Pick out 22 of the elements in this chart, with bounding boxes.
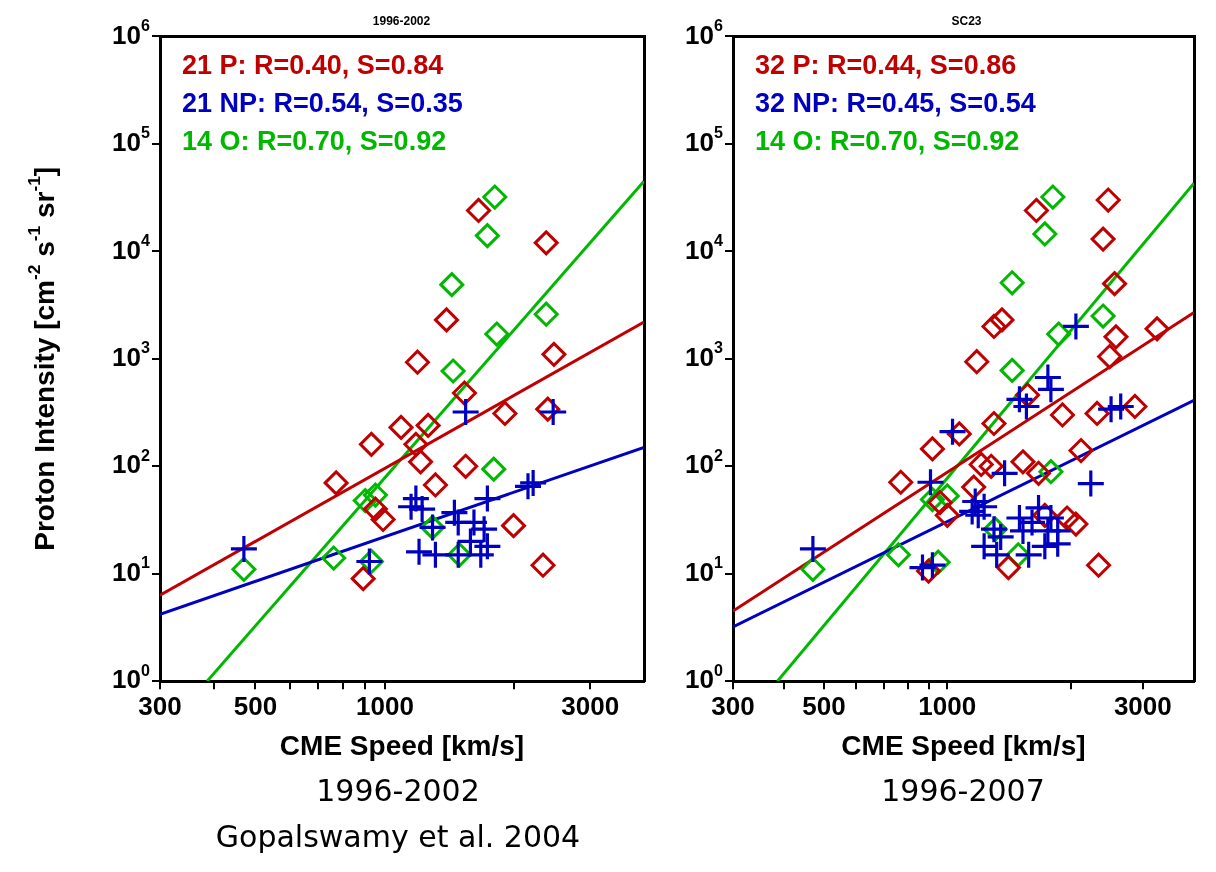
x-tick-label: 500 (802, 690, 846, 721)
x-tick-label: 1000 (356, 690, 414, 721)
x-tick-label: 300 (711, 690, 755, 721)
text: 32 NP: R=0.45, S=0.54 (755, 87, 1036, 118)
x-tick-label: 3000 (1113, 690, 1172, 721)
x-axis-title: CME Speed [km/s] (279, 729, 525, 761)
text: 1996-2007 (880, 772, 1046, 810)
text: 32 P: R=0.44, S=0.86 (755, 49, 1017, 80)
x-axis-title: CME Speed [km/s] (841, 729, 1086, 761)
x-tick-label: 1000 (918, 690, 977, 721)
text: 21 NP: R=0.54, S=0.35 (182, 87, 463, 118)
x-tick-label: 3000 (561, 690, 620, 721)
text: 1996-2002 (315, 772, 481, 810)
text: 21 P: R=0.40, S=0.84 (182, 49, 444, 80)
y-axis-title: Proton Intensity [cm-2 s-1 sr-1] (24, 166, 60, 551)
x-tick-label: 500 (233, 690, 278, 721)
text: Gopalswamy et al. 2004 (214, 818, 582, 856)
text: 14 O: R=0.70, S=0.92 (182, 125, 447, 156)
series-label: 14 O: R=0.70, S=0.92 (755, 125, 1020, 156)
chart-title: SC23 (951, 13, 982, 28)
chart-title: 1996-2002 (372, 13, 431, 28)
x-tick-label: 300 (138, 690, 182, 721)
